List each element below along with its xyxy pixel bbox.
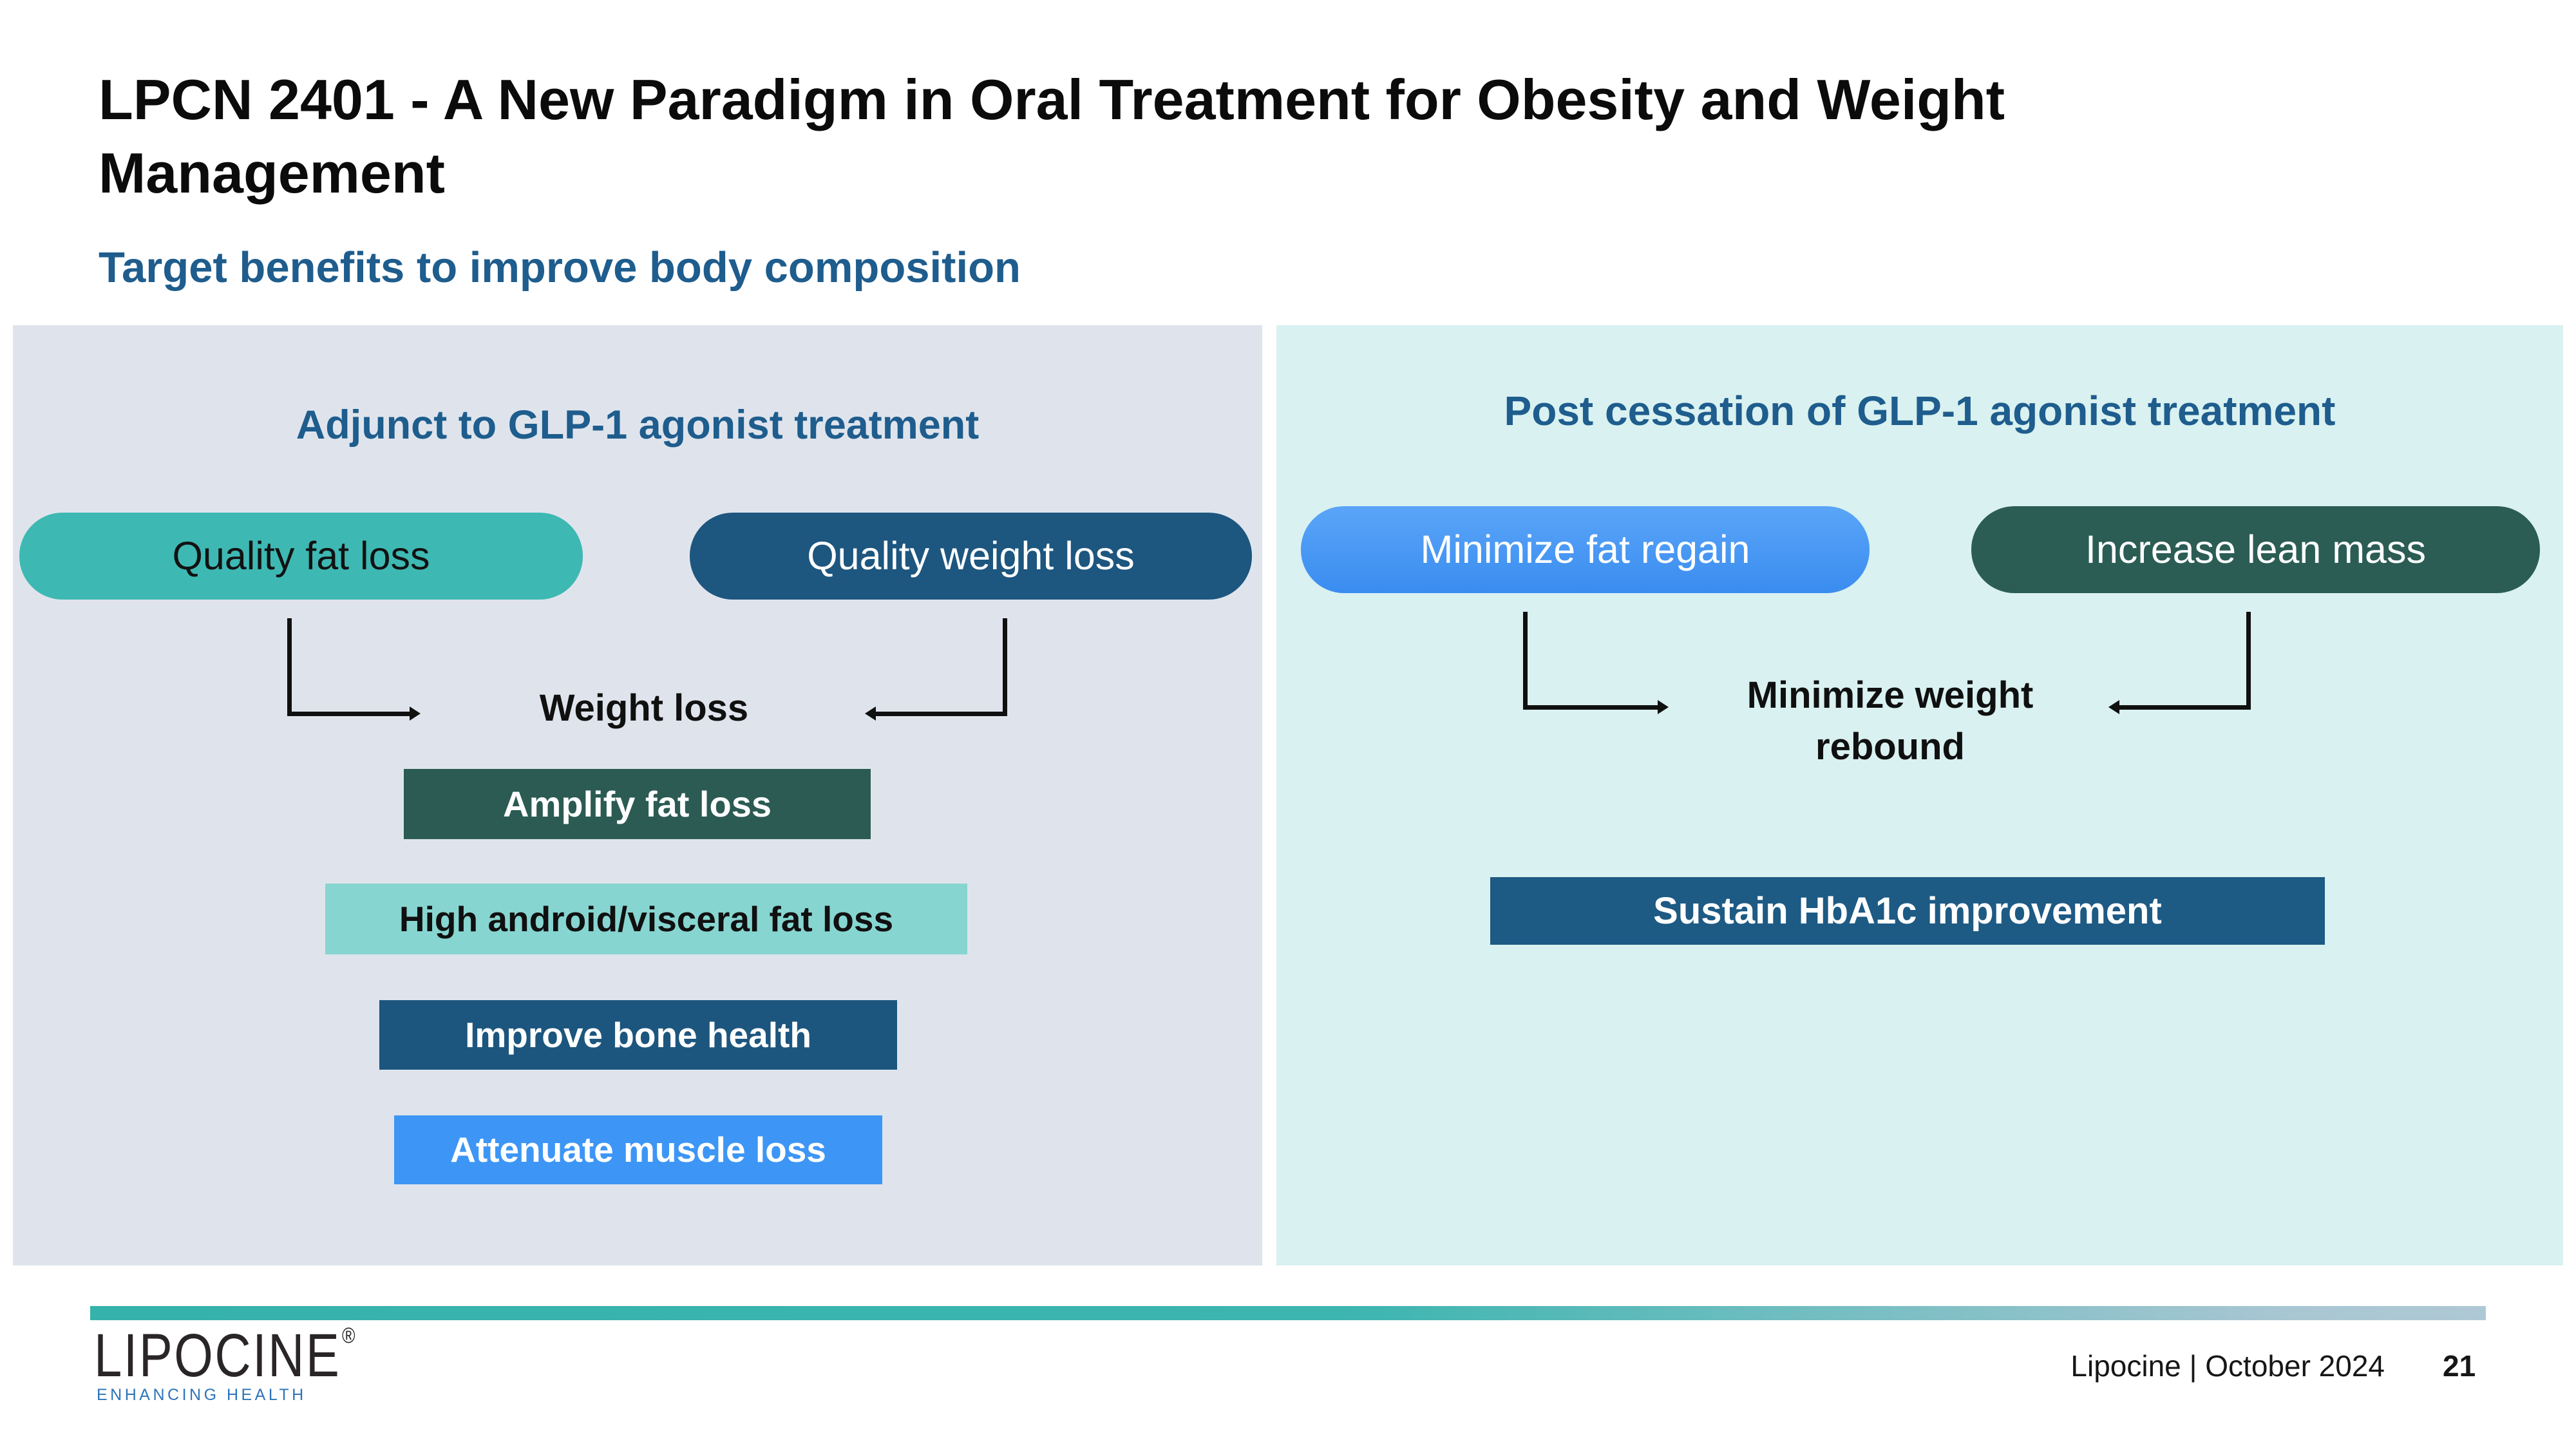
registered-trademark-icon: ® xyxy=(341,1323,355,1348)
connector-line xyxy=(2119,705,2251,710)
page-subtitle: Target benefits to improve body composit… xyxy=(99,243,1021,292)
connector-line xyxy=(1523,612,1528,710)
pill-quality-weight-loss: Quality weight loss xyxy=(690,513,1252,600)
connector-line xyxy=(1523,705,1659,710)
pill-minimize-fat-regain: Minimize fat regain xyxy=(1301,506,1870,593)
panel-adjunct-glp1: Adjunct to GLP-1 agonist treatment Quali… xyxy=(13,325,1262,1265)
panel-header-post-cessation: Post cessation of GLP-1 agonist treatmen… xyxy=(1504,388,2336,434)
footer-credit: Lipocine | October 2024 xyxy=(2070,1349,2385,1383)
box-attenuate-muscle-loss: Attenuate muscle loss xyxy=(394,1115,882,1184)
footer-divider-bar xyxy=(90,1306,2486,1320)
box-amplify-fat-loss: Amplify fat loss xyxy=(404,769,871,839)
box-improve-bone-health: Improve bone health xyxy=(379,1000,897,1070)
pill-quality-fat-loss: Quality fat loss xyxy=(19,513,583,600)
lipocine-logo: LIPOCINE® xyxy=(94,1323,355,1387)
connector-line xyxy=(287,618,292,716)
connector-line xyxy=(1003,618,1007,716)
arrowhead-right-icon xyxy=(1658,700,1669,714)
connector-line xyxy=(2246,612,2251,710)
arrowhead-right-icon xyxy=(410,706,421,721)
connector-line xyxy=(876,712,1007,716)
box-high-android-visceral-fat-loss: High android/visceral fat loss xyxy=(325,884,967,954)
label-weight-loss: Weight loss xyxy=(539,687,749,729)
panel-post-cessation-glp1: Post cessation of GLP-1 agonist treatmen… xyxy=(1276,325,2563,1265)
box-sustain-hba1c-improvement: Sustain HbA1c improvement xyxy=(1490,877,2325,945)
page-title: LPCN 2401 - A New Paradigm in Oral Treat… xyxy=(99,68,2005,205)
arrowhead-left-icon xyxy=(865,706,876,721)
connector-line xyxy=(287,712,411,716)
lipocine-logo-tagline: ENHANCING HEALTH xyxy=(97,1386,307,1404)
lipocine-logo-text: LIPOCINE xyxy=(94,1321,341,1390)
arrowhead-left-icon xyxy=(2108,700,2119,714)
page-number: 21 xyxy=(2443,1349,2476,1383)
panel-header-adjunct: Adjunct to GLP-1 agonist treatment xyxy=(296,402,980,448)
pill-increase-lean-mass: Increase lean mass xyxy=(1971,506,2540,593)
label-minimize-weight-rebound: Minimize weight rebound xyxy=(1747,674,2034,768)
